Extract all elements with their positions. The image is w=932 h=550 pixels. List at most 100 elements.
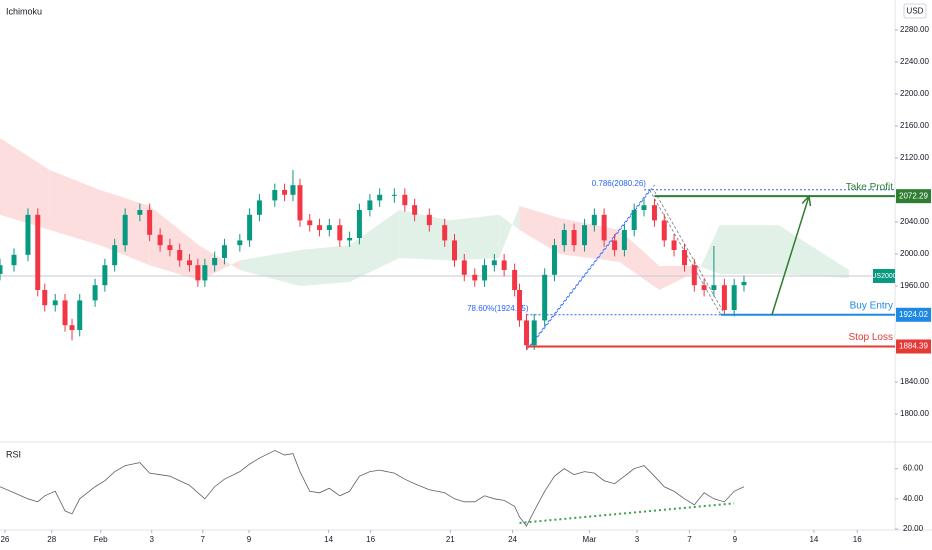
candle-body — [77, 300, 83, 330]
candle-body — [256, 200, 262, 215]
ichimoku-cloud — [699, 225, 720, 274]
x-tick-label: 3 — [150, 535, 155, 544]
candle-body — [472, 274, 478, 281]
candle-body — [282, 190, 288, 195]
candle-body — [561, 230, 567, 246]
x-tick-label: 26 — [0, 535, 9, 544]
x-tick-label: 16 — [853, 535, 862, 544]
candle-body — [202, 265, 208, 281]
candle-body — [25, 214, 31, 255]
rsi-label: RSI — [6, 449, 21, 459]
y-tick-label: 2040.00 — [900, 217, 929, 226]
x-tick-label: 7 — [687, 535, 692, 544]
currency: USD — [907, 7, 924, 16]
candle-body — [591, 214, 597, 226]
indicator-label: Ichimoku — [6, 6, 42, 16]
candle-body — [177, 250, 183, 261]
candle-body — [482, 265, 488, 281]
ichimoku-cloud — [49, 170, 100, 246]
x-tick-label: Mar — [583, 535, 597, 544]
y-tick-label: 2120.00 — [900, 153, 929, 162]
level-price-box — [896, 307, 931, 322]
candle-body — [412, 205, 418, 215]
x-tick-label: Feb — [94, 535, 108, 544]
candle-body — [621, 230, 627, 250]
candle-body — [661, 220, 667, 241]
candle-body — [147, 210, 153, 235]
rsi-y-tick-label: 20.00 — [903, 524, 924, 533]
y-tick-label: 2280.00 — [900, 25, 929, 34]
level-label: Take Profit — [846, 182, 893, 193]
level-price-box — [896, 339, 931, 354]
candle-body — [442, 225, 448, 241]
fib-level-label: 0.786(2080.26) — [592, 179, 647, 188]
candle-body — [612, 240, 618, 250]
candle-body — [524, 320, 530, 346]
candle-body — [290, 185, 296, 195]
candle-body — [337, 225, 343, 241]
currency-box[interactable] — [903, 3, 927, 19]
level-label: Stop Loss — [849, 332, 893, 343]
candle-body — [426, 214, 432, 226]
ichimoku-cloud — [199, 246, 240, 281]
x-tick-label: 14 — [809, 535, 818, 544]
candle-body — [69, 325, 75, 330]
candle-body — [186, 260, 192, 266]
x-tick-label: 24 — [508, 535, 517, 544]
ichimoku-cloud — [719, 225, 779, 274]
y-tick-label: 2200.00 — [900, 89, 929, 98]
y-tick-label: 2000.00 — [900, 249, 929, 258]
y-tick-label: 2160.00 — [900, 121, 929, 130]
candle-body — [571, 230, 577, 246]
candle-body — [326, 225, 332, 230]
candle-body — [741, 282, 747, 286]
candle-body — [167, 245, 173, 250]
candle-body — [377, 194, 383, 201]
candle-body — [641, 205, 647, 210]
candle-body — [272, 190, 278, 201]
candle-body — [451, 240, 457, 261]
target-arrow-head — [801, 194, 812, 207]
candle-body — [512, 270, 518, 290]
level-price: 1924.02 — [899, 310, 928, 319]
ichimoku-cloud — [519, 206, 560, 254]
x-tick-label: 7 — [201, 535, 206, 544]
x-tick-label: 16 — [366, 535, 375, 544]
candle-body — [92, 285, 98, 301]
candle-body — [307, 220, 313, 226]
candle-body — [517, 290, 523, 321]
candle-body — [682, 250, 688, 266]
y-tick-label: 2240.00 — [900, 57, 929, 66]
ichimoku-cloud — [399, 210, 450, 261]
ichimoku-cloud — [349, 210, 400, 282]
level-label: Buy Entry — [850, 300, 893, 311]
y-tick-label: 1960.00 — [900, 281, 929, 290]
candle-body — [195, 265, 201, 281]
y-tick-label: 1840.00 — [900, 377, 929, 386]
candle-body — [35, 214, 41, 290]
candle-body — [102, 265, 108, 286]
ichimoku-cloud — [499, 206, 520, 258]
candle-body — [221, 245, 227, 258]
candle-body — [112, 245, 118, 266]
y-tick-label: 1800.00 — [900, 409, 929, 418]
x-tick-label: 9 — [733, 535, 738, 544]
x-tick-label: 3 — [635, 535, 640, 544]
trend-line — [531, 184, 655, 346]
candle-body — [52, 300, 58, 306]
level-price: 2072.29 — [899, 191, 928, 200]
rsi-y-tick-label: 40.00 — [903, 494, 924, 503]
ichimoku-cloud — [0, 138, 50, 230]
current-price-box — [873, 269, 895, 283]
trend-line — [526, 189, 650, 351]
candle-body — [367, 200, 373, 210]
candle-body — [531, 320, 537, 346]
candle-body — [42, 290, 48, 306]
ichimoku-cloud — [299, 245, 350, 286]
candle-body — [237, 240, 243, 246]
x-tick-label: 21 — [446, 535, 455, 544]
candle-body — [317, 225, 323, 230]
candle-body — [122, 214, 128, 246]
ichimoku-cloud — [449, 214, 500, 261]
ichimoku-cloud — [659, 266, 700, 290]
